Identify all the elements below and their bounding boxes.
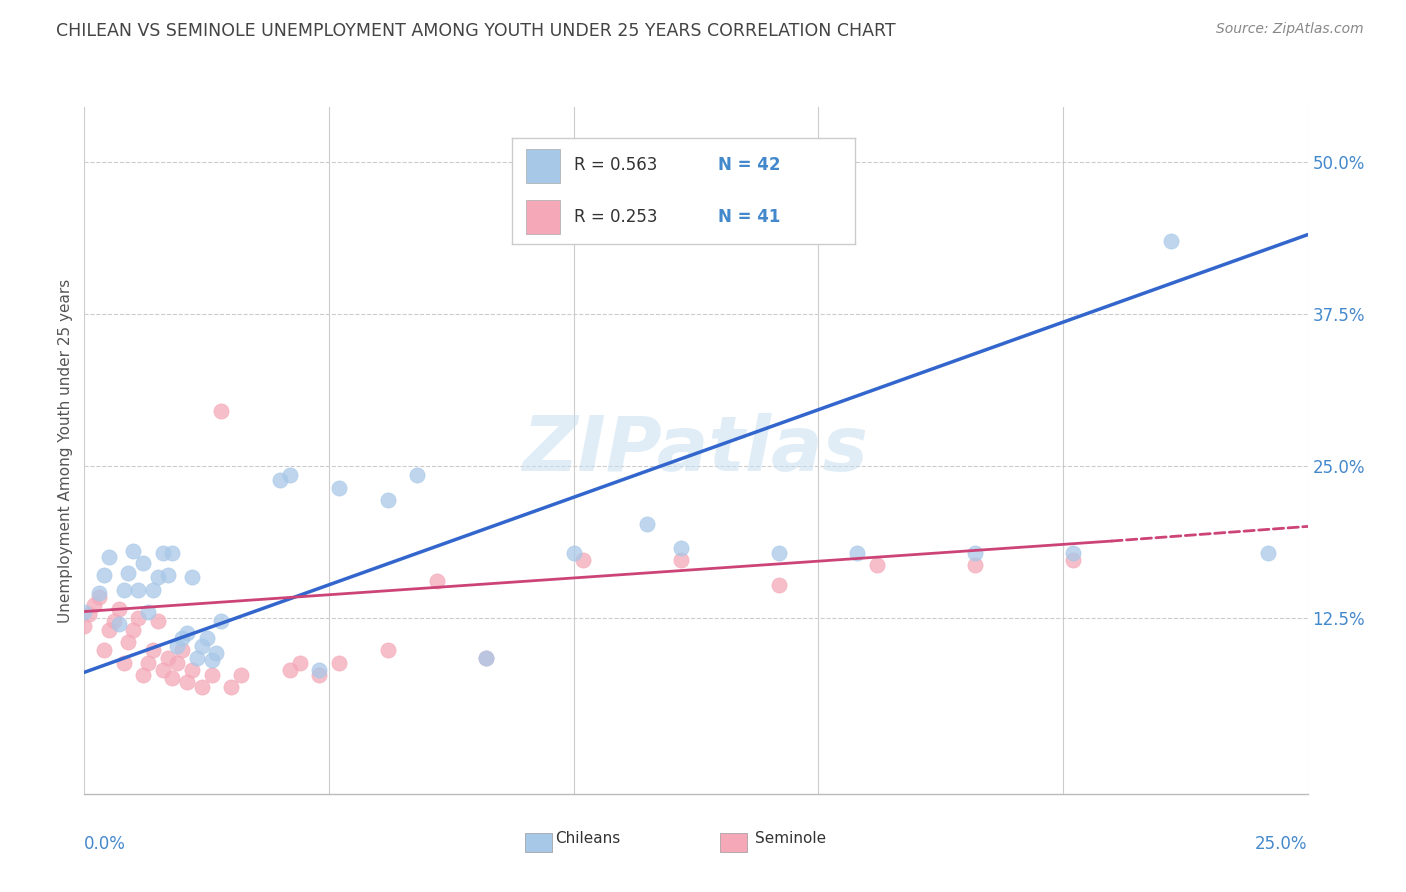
Point [97, 549, 120, 564]
Point [166, 656, 188, 670]
Point [136, 605, 159, 619]
Text: CHILEAN VS SEMINOLE UNEMPLOYMENT AMONG YOUTH UNDER 25 YEARS CORRELATION CHART: CHILEAN VS SEMINOLE UNEMPLOYMENT AMONG Y… [56, 22, 896, 40]
Point [122, 623, 145, 637]
Text: 25.0%: 25.0% [1256, 835, 1308, 853]
Point [112, 582, 135, 597]
Point [156, 650, 179, 665]
Point [1257, 546, 1279, 560]
Point [377, 492, 399, 507]
Point [671, 553, 693, 567]
Point [426, 574, 449, 589]
Point [308, 663, 330, 677]
Point [176, 675, 198, 690]
Point [156, 568, 179, 582]
Point [146, 570, 169, 584]
Point [186, 650, 208, 665]
Point [87, 586, 110, 600]
Point [846, 546, 869, 560]
Point [963, 558, 986, 573]
Point [474, 650, 496, 665]
Text: Source: ZipAtlas.com: Source: ZipAtlas.com [1216, 22, 1364, 37]
Point [152, 546, 174, 560]
Point [73, 619, 96, 633]
Point [191, 680, 214, 694]
Point [288, 656, 311, 670]
Point [768, 546, 790, 560]
Point [1062, 546, 1084, 560]
Point [572, 553, 595, 567]
FancyBboxPatch shape [720, 833, 748, 852]
Point [278, 663, 301, 677]
Point [136, 656, 159, 670]
Point [127, 610, 149, 624]
Point [636, 516, 658, 531]
Point [181, 663, 204, 677]
Point [191, 639, 214, 653]
Point [107, 602, 129, 616]
Point [146, 614, 169, 628]
Point [97, 623, 120, 637]
Point [474, 650, 496, 665]
Point [768, 578, 790, 592]
Point [176, 626, 198, 640]
Point [162, 546, 184, 560]
Text: 0.0%: 0.0% [84, 835, 127, 853]
Text: Seminole: Seminole [755, 831, 825, 846]
Point [671, 541, 693, 556]
Point [377, 643, 399, 657]
Point [406, 468, 429, 483]
Point [112, 656, 135, 670]
Point [205, 646, 228, 660]
Point [132, 556, 155, 570]
Point [103, 614, 125, 628]
Point [229, 667, 252, 681]
Point [219, 680, 242, 694]
Point [142, 643, 165, 657]
Point [209, 404, 232, 418]
Point [87, 590, 110, 604]
Point [200, 653, 222, 667]
Point [117, 566, 139, 580]
Point [132, 667, 155, 681]
Point [117, 635, 139, 649]
Point [152, 663, 174, 677]
Text: Chileans: Chileans [555, 831, 620, 846]
Point [142, 582, 165, 597]
Point [278, 468, 301, 483]
Point [308, 667, 330, 681]
Point [122, 543, 145, 558]
Point [172, 632, 194, 646]
Point [181, 570, 204, 584]
Point [93, 643, 115, 657]
Point [562, 546, 585, 560]
Point [328, 481, 350, 495]
Point [200, 667, 222, 681]
Point [77, 607, 100, 621]
Point [269, 473, 291, 487]
Point [127, 582, 149, 597]
Point [1062, 553, 1084, 567]
FancyBboxPatch shape [524, 833, 551, 852]
Point [107, 616, 129, 631]
Point [1160, 234, 1182, 248]
Y-axis label: Unemployment Among Youth under 25 years: Unemployment Among Youth under 25 years [58, 278, 73, 623]
Point [866, 558, 889, 573]
Point [166, 639, 188, 653]
Point [195, 632, 218, 646]
Point [963, 546, 986, 560]
Point [209, 614, 232, 628]
Point [93, 568, 115, 582]
Point [73, 605, 96, 619]
Point [328, 656, 350, 670]
Point [83, 599, 105, 613]
Text: ZIPatlas: ZIPatlas [523, 414, 869, 487]
Point [172, 643, 194, 657]
Point [162, 672, 184, 686]
